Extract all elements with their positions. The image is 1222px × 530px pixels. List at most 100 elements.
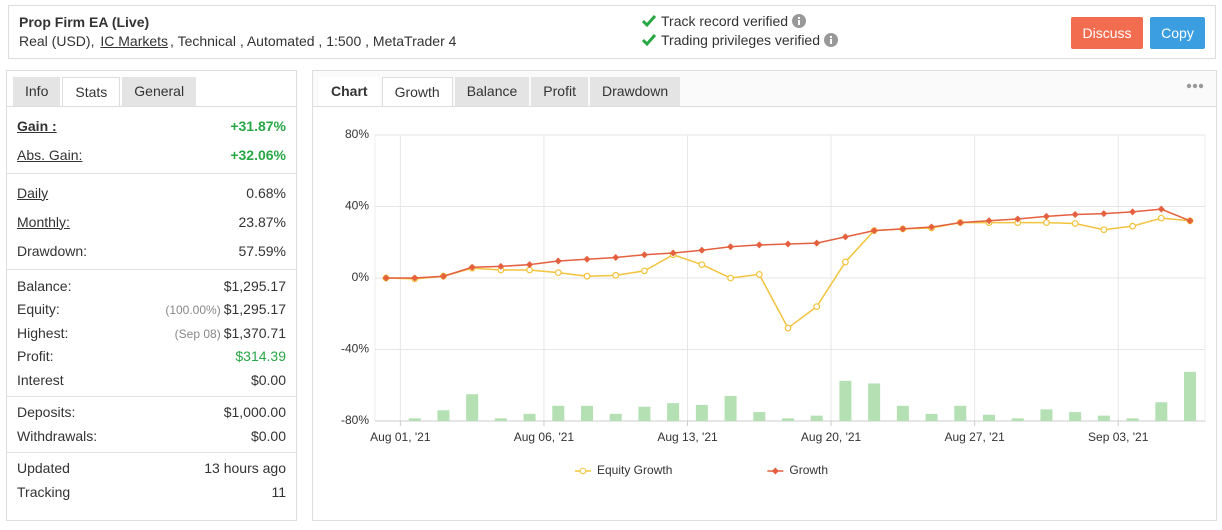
account-info: Real (USD), IC Markets, Technical , Auto…	[19, 33, 456, 49]
bar	[494, 418, 507, 421]
info-icon[interactable]	[792, 14, 807, 28]
stat-label: Daily	[17, 184, 49, 201]
bar	[810, 415, 823, 421]
chart: 80% 40% 0% -40% -80%Aug 01, '21 Aug 06, '21 Au…	[341, 127, 1206, 477]
header: Prop Firm EA (Live) Real (USD), IC Marke…	[8, 5, 1216, 59]
legend-marker	[579, 467, 587, 475]
point	[1157, 214, 1165, 222]
point	[612, 271, 620, 279]
stat-value-wrap: 57.59%	[239, 243, 286, 259]
point	[1129, 208, 1137, 216]
tab-bar: Chart Growth Balance Profit Drawdown	[313, 71, 1216, 107]
check-icon	[641, 15, 657, 28]
stat-value: $0.00	[250, 427, 286, 444]
legend-marker	[771, 467, 779, 475]
stats-row: Drawdown: 57.59%	[17, 236, 286, 265]
point	[813, 239, 821, 247]
bar	[868, 383, 881, 421]
bar	[552, 405, 565, 421]
stats-row: Deposits: $1,000.00	[17, 401, 286, 425]
bar	[1069, 412, 1082, 421]
stats-row: Gain : +31.87%	[17, 111, 286, 140]
point	[842, 258, 849, 266]
stats-row: Daily 0.68%	[17, 178, 286, 207]
discuss-button[interactable]: Discuss	[1071, 17, 1143, 49]
point	[727, 274, 734, 282]
bar	[437, 410, 450, 421]
stat-label: Balance:	[17, 277, 72, 294]
info-icon[interactable]	[824, 33, 838, 47]
stats-list: Gain : +31.87% Abs. Gain: +32.06% Daily 0.68%…	[7, 107, 296, 508]
bar	[1126, 418, 1139, 421]
bar	[896, 405, 909, 421]
stat-note: (100.00%)	[165, 303, 221, 318]
broker-link[interactable]: IC Markets	[100, 33, 169, 49]
stat-value: 23.87%	[238, 213, 286, 230]
y-tick-label: 40%	[345, 199, 369, 213]
verified-row: Trading privileges verified	[641, 32, 838, 48]
bar	[638, 406, 651, 421]
point	[612, 253, 620, 261]
x-tick-label: Aug 13, '21	[657, 430, 718, 444]
bar	[753, 412, 766, 421]
bar	[782, 418, 794, 421]
stat-label: Highest:	[17, 324, 69, 341]
point	[813, 303, 821, 311]
stats-group: Updated 13 hours ago Tracking 11	[7, 451, 296, 508]
tab[interactable]: Drawdown	[589, 77, 681, 106]
point	[698, 246, 706, 254]
stat-value: $1,295.17	[223, 277, 286, 294]
tab[interactable]: Info	[13, 77, 61, 106]
point	[1157, 205, 1165, 213]
menu-icon[interactable]	[1186, 83, 1204, 89]
point	[899, 225, 907, 233]
bar	[609, 413, 622, 421]
tab[interactable]: General	[122, 77, 197, 106]
point	[755, 271, 763, 278]
point	[755, 241, 763, 249]
point	[526, 261, 534, 269]
stat-value: 57.59%	[238, 242, 286, 259]
stat-label: Drawdown:	[17, 242, 88, 259]
title: Prop Firm EA (Live)	[19, 14, 150, 30]
stat-value-wrap: (Sep 08) $1,370.71	[175, 325, 286, 341]
point	[382, 274, 390, 282]
point	[1014, 215, 1022, 223]
bar	[466, 394, 479, 421]
stat-note: (Sep 08)	[174, 326, 221, 341]
stat-value: $1,370.71	[223, 324, 286, 341]
tab[interactable]: Growth	[381, 77, 453, 106]
stats-row: Withdrawals: $0.00	[17, 424, 286, 448]
stat-value-wrap: 23.87%	[239, 214, 286, 230]
stats-group: Gain : +31.87% Abs. Gain: +32.06%	[7, 107, 296, 173]
bar	[695, 404, 708, 421]
bar	[1040, 409, 1053, 421]
point	[583, 272, 591, 280]
stats-row: Highest: (Sep 08) $1,370.71	[17, 321, 286, 345]
bar	[724, 395, 737, 421]
x-tick-label: Aug 27, '21	[944, 430, 1005, 444]
stat-label: Updated	[17, 460, 70, 477]
tab[interactable]: Profit	[531, 77, 588, 106]
bar	[1097, 415, 1110, 421]
stat-value: $1,000.00	[223, 404, 286, 421]
point	[956, 219, 964, 227]
tab[interactable]: Stats	[62, 77, 121, 106]
stats-group: Deposits: $1,000.00 Withdrawals: $0.00	[7, 395, 296, 452]
legend-label: Growth	[789, 463, 828, 477]
tab[interactable]: Balance	[454, 77, 530, 106]
bar	[523, 413, 536, 421]
point	[669, 249, 677, 257]
line	[385, 217, 1191, 330]
point	[784, 240, 792, 248]
point	[640, 251, 648, 259]
stat-value: 11	[271, 483, 286, 500]
copy-button[interactable]: Copy	[1150, 17, 1205, 49]
bar	[983, 414, 995, 421]
account-prefix: Real (USD),	[19, 33, 95, 49]
point	[1100, 210, 1108, 218]
stat-value: $1,295.17	[223, 301, 286, 318]
point	[1186, 217, 1194, 225]
stats-row: Abs. Gain: +32.06%	[17, 140, 286, 169]
point	[468, 263, 476, 271]
